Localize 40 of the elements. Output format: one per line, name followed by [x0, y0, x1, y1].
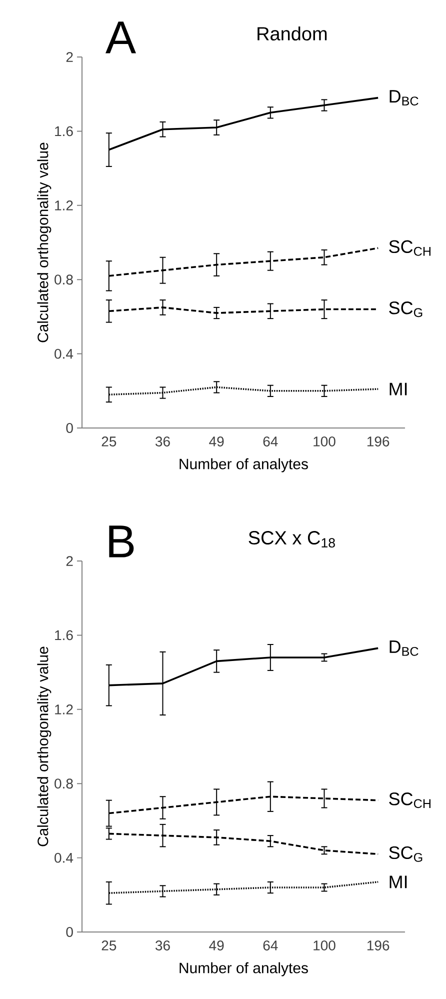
series-label: SC$_{CH}$: [389, 792, 430, 808]
x-tick-label: 100: [314, 436, 336, 446]
series-label: SC$_{G}$: [389, 302, 422, 318]
series-label: SC$_{G}$: [389, 846, 422, 862]
series-label: MI: [390, 876, 407, 888]
y-tick-label: 1.6: [55, 126, 73, 136]
y-tick-label: 0.8: [54, 274, 73, 285]
y-tick-label: 0: [66, 423, 73, 433]
x-tick-label: 49: [209, 940, 224, 950]
x-tick-label: 25: [102, 940, 116, 950]
x-axis-title: Number of analytes: [180, 458, 308, 472]
y-tick-label: 2: [66, 52, 73, 62]
y-tick-label: 1.2: [55, 200, 73, 210]
y-axis-title: Calculated orthogonality value: [37, 142, 52, 342]
series-label: D$_{BC}$: [390, 90, 418, 106]
y-tick-label: 0: [66, 927, 73, 937]
x-tick-label: 196: [367, 940, 390, 950]
y-tick-label: 2: [66, 556, 73, 566]
y-tick-label: 0.4: [54, 852, 74, 863]
x-axis-title: Number of analytes: [180, 962, 308, 976]
x-tick-label: 49: [209, 436, 224, 446]
chart-title: A: [106, 22, 136, 54]
chart-title: B: [109, 526, 134, 558]
chart-subtitle: Random: [258, 26, 327, 40]
y-tick-label: 0.4: [54, 348, 74, 359]
chart-subtitle: SCX x C$_{18}$: [248, 531, 335, 548]
x-tick-label: 100: [314, 940, 336, 950]
series-label: D$_{BC}$: [390, 640, 418, 656]
y-tick-label: 1.6: [55, 630, 73, 640]
x-tick-label: 36: [155, 940, 170, 950]
x-tick-label: 196: [367, 436, 390, 446]
series-label: MI: [390, 382, 407, 396]
y-axis-title: Calculated orthogonality value: [37, 646, 52, 846]
series-label: SC$_{CH}$: [389, 240, 430, 256]
y-tick-label: 1.2: [55, 704, 73, 714]
x-tick-label: 25: [102, 436, 116, 446]
x-tick-label: 64: [263, 940, 278, 950]
x-tick-label: 64: [263, 436, 278, 446]
x-tick-label: 36: [155, 436, 170, 446]
y-tick-label: 0.8: [54, 778, 73, 789]
